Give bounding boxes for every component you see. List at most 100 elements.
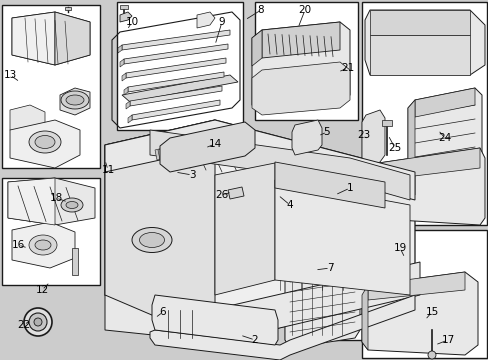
Polygon shape bbox=[251, 30, 262, 66]
Bar bbox=[2, 5, 100, 168]
Text: 25: 25 bbox=[387, 143, 401, 153]
Polygon shape bbox=[361, 110, 384, 168]
Polygon shape bbox=[8, 178, 95, 225]
Polygon shape bbox=[262, 22, 339, 58]
Polygon shape bbox=[251, 62, 349, 115]
Polygon shape bbox=[289, 240, 354, 268]
Text: 2: 2 bbox=[251, 335, 258, 345]
Polygon shape bbox=[124, 87, 128, 95]
Text: 23: 23 bbox=[357, 130, 370, 140]
Polygon shape bbox=[105, 262, 419, 342]
Bar bbox=[254, 2, 357, 120]
Polygon shape bbox=[105, 120, 414, 200]
Polygon shape bbox=[414, 88, 474, 117]
Ellipse shape bbox=[29, 235, 57, 255]
Ellipse shape bbox=[24, 308, 52, 336]
Text: 22: 22 bbox=[18, 320, 31, 330]
Ellipse shape bbox=[132, 228, 172, 252]
Ellipse shape bbox=[139, 233, 164, 248]
Polygon shape bbox=[167, 145, 189, 160]
Polygon shape bbox=[274, 162, 384, 208]
Polygon shape bbox=[126, 101, 130, 109]
Polygon shape bbox=[369, 10, 469, 35]
Polygon shape bbox=[124, 44, 227, 64]
Text: 3: 3 bbox=[188, 170, 195, 180]
Text: 5: 5 bbox=[323, 127, 329, 137]
Text: 4: 4 bbox=[286, 200, 293, 210]
Polygon shape bbox=[160, 122, 254, 172]
Polygon shape bbox=[60, 88, 90, 115]
Ellipse shape bbox=[61, 91, 89, 109]
Polygon shape bbox=[407, 88, 481, 195]
Polygon shape bbox=[361, 285, 367, 350]
Ellipse shape bbox=[34, 318, 42, 326]
Polygon shape bbox=[361, 234, 407, 278]
Polygon shape bbox=[364, 10, 484, 75]
Polygon shape bbox=[105, 120, 215, 342]
Text: 8: 8 bbox=[257, 5, 264, 15]
Polygon shape bbox=[197, 12, 215, 28]
Bar bbox=[117, 2, 243, 130]
Polygon shape bbox=[364, 148, 479, 182]
Polygon shape bbox=[55, 12, 90, 65]
Text: 16: 16 bbox=[11, 240, 24, 250]
Text: 1: 1 bbox=[346, 183, 353, 193]
Polygon shape bbox=[381, 120, 391, 126]
Polygon shape bbox=[369, 35, 469, 75]
Text: 21: 21 bbox=[341, 63, 354, 73]
Text: 10: 10 bbox=[125, 17, 138, 27]
Polygon shape bbox=[130, 86, 222, 106]
Polygon shape bbox=[215, 163, 274, 295]
Text: 9: 9 bbox=[218, 17, 225, 27]
Text: 12: 12 bbox=[35, 285, 48, 295]
Polygon shape bbox=[128, 115, 132, 123]
Polygon shape bbox=[105, 120, 414, 342]
Text: 19: 19 bbox=[392, 243, 406, 253]
Polygon shape bbox=[152, 295, 278, 345]
Ellipse shape bbox=[368, 247, 400, 269]
Text: 26: 26 bbox=[215, 190, 228, 200]
Polygon shape bbox=[150, 295, 414, 360]
Text: 7: 7 bbox=[326, 263, 333, 273]
Polygon shape bbox=[291, 120, 321, 155]
Polygon shape bbox=[122, 75, 238, 102]
Text: 24: 24 bbox=[437, 133, 451, 143]
Polygon shape bbox=[227, 187, 244, 199]
Text: 14: 14 bbox=[208, 139, 221, 149]
Polygon shape bbox=[274, 180, 409, 295]
Polygon shape bbox=[367, 272, 464, 300]
Bar bbox=[285, 245, 361, 340]
Ellipse shape bbox=[427, 351, 435, 359]
Polygon shape bbox=[120, 12, 132, 22]
Polygon shape bbox=[150, 130, 409, 200]
Polygon shape bbox=[163, 145, 185, 160]
Bar bbox=[2, 178, 100, 285]
Polygon shape bbox=[407, 100, 414, 195]
Polygon shape bbox=[10, 105, 45, 138]
Polygon shape bbox=[132, 100, 220, 120]
Polygon shape bbox=[65, 7, 71, 10]
Polygon shape bbox=[8, 178, 55, 225]
Polygon shape bbox=[118, 45, 122, 53]
Polygon shape bbox=[12, 222, 75, 268]
Polygon shape bbox=[155, 145, 177, 160]
Ellipse shape bbox=[35, 135, 55, 149]
Ellipse shape bbox=[29, 131, 61, 153]
Text: 6: 6 bbox=[160, 307, 166, 317]
Polygon shape bbox=[285, 240, 359, 348]
Polygon shape bbox=[12, 12, 90, 65]
Text: 17: 17 bbox=[441, 335, 454, 345]
Polygon shape bbox=[161, 145, 183, 160]
Polygon shape bbox=[122, 30, 229, 50]
Text: 13: 13 bbox=[3, 70, 17, 80]
Ellipse shape bbox=[61, 198, 83, 212]
Bar bbox=[72, 248, 78, 275]
Polygon shape bbox=[122, 73, 126, 81]
Ellipse shape bbox=[35, 240, 51, 250]
Polygon shape bbox=[158, 145, 180, 160]
Polygon shape bbox=[126, 58, 225, 78]
Text: 11: 11 bbox=[101, 165, 114, 175]
Polygon shape bbox=[120, 59, 124, 67]
Text: 20: 20 bbox=[298, 5, 311, 15]
Polygon shape bbox=[251, 22, 349, 112]
